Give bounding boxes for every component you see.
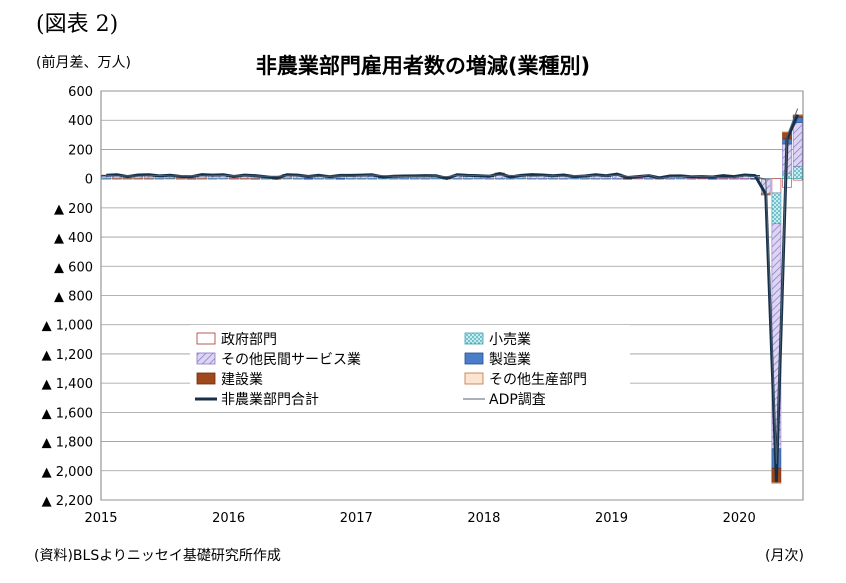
- bar-segment: [771, 482, 782, 484]
- bar-segment: [229, 178, 239, 180]
- bar-segment: [707, 178, 718, 180]
- bar-segment: [186, 178, 197, 180]
- y-unit-label: (前月差、万人): [36, 55, 131, 71]
- legend-swatch: [464, 332, 484, 345]
- bar-segment: [771, 192, 782, 225]
- source-note: (資料)BLSよりニッセイ基礎研究所作成: [34, 548, 281, 564]
- y-tick-label: 400: [68, 114, 93, 129]
- x-tick-label: 2016: [212, 511, 245, 526]
- bar-segment: [175, 178, 186, 180]
- bar-segment: [250, 178, 261, 180]
- legend-label: 政府部門: [221, 332, 277, 348]
- adp-line: [106, 108, 799, 464]
- legend-swatch: [196, 372, 216, 385]
- bar-segment: [792, 166, 803, 179]
- legend-label: その他生産部門: [489, 372, 587, 388]
- x-tick-label: 2020: [723, 511, 756, 526]
- bar-segment: [303, 178, 314, 180]
- y-tick-label: 0: [85, 173, 93, 188]
- legend-label: 小売業: [489, 332, 531, 348]
- bar-segment: [112, 178, 122, 180]
- x-unit-label: (月次): [765, 548, 804, 564]
- y-tick-label: ▲ 1,200: [42, 348, 93, 363]
- grid-layer: [100, 90, 804, 501]
- bar-segment: [771, 178, 782, 194]
- legend-background: [190, 325, 630, 407]
- x-tick-label: 2019: [595, 511, 628, 526]
- axes-layer: 600 400 200 0 ▲ 200 ▲ 400 ▲ 600 ▲ 800 ▲ 1,000 ▲ 1…: [42, 85, 756, 526]
- bar-segment: [197, 178, 207, 180]
- y-tick-label: ▲ 400: [54, 231, 93, 246]
- y-tick-label: ▲ 2,000: [42, 465, 93, 480]
- x-tick-label: 2015: [84, 511, 117, 526]
- legend-label: 製造業: [489, 352, 531, 368]
- bar-segment: [239, 178, 250, 180]
- bar-segment: [144, 178, 154, 180]
- lines-layer: [106, 108, 800, 483]
- legend-label: 建設業: [221, 372, 263, 388]
- legend-label: ADP調査: [489, 392, 546, 408]
- y-tick-label: ▲ 1,800: [42, 436, 93, 451]
- y-tick-label: ▲ 1,000: [42, 319, 93, 334]
- bars-layer: [101, 114, 803, 484]
- legend-swatch: [196, 352, 216, 365]
- legend-swatch: [196, 332, 216, 345]
- y-tick-label: ▲ 1,600: [42, 406, 93, 421]
- y-tick-label: 200: [68, 143, 93, 158]
- bar-segment: [133, 178, 144, 180]
- legend-label: 非農業部門合計: [221, 392, 319, 408]
- total-line: [106, 114, 800, 483]
- y-tick-label: ▲ 600: [54, 260, 93, 275]
- bar-segment: [335, 178, 346, 180]
- y-tick-label: ▲ 200: [54, 202, 93, 217]
- figure-label: (図表 2): [36, 12, 119, 37]
- y-tick-label: ▲ 800: [54, 290, 93, 305]
- chart-title: 非農業部門雇用者数の増減(業種別): [255, 54, 591, 78]
- x-tick-label: 2017: [340, 511, 373, 526]
- bar-segment: [122, 178, 133, 180]
- legend-swatch: [464, 372, 484, 385]
- y-tick-label: ▲ 2,200: [42, 494, 93, 509]
- legend-label: その他民間サービス業: [221, 352, 361, 368]
- bar-segment: [792, 122, 803, 167]
- y-tick-label: ▲ 1,400: [42, 377, 93, 392]
- legend-swatch: [464, 352, 484, 365]
- y-tick-label: 600: [68, 85, 93, 100]
- x-tick-label: 2018: [467, 511, 500, 526]
